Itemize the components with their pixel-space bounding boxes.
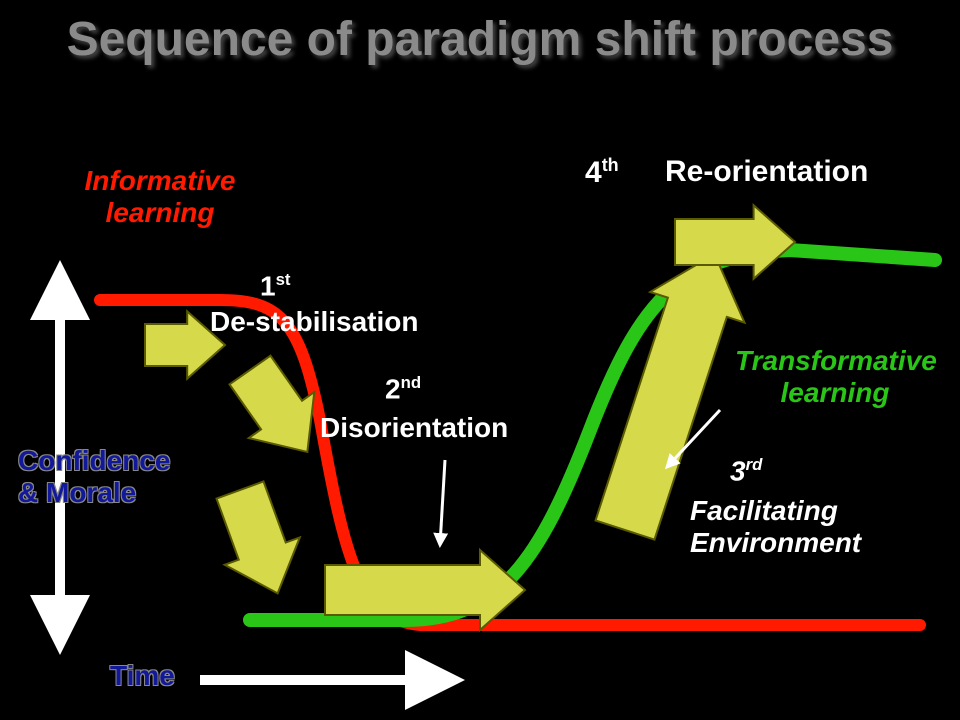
label-first_ord: 1st bbox=[260, 270, 291, 302]
label-first: De-stabilisation bbox=[210, 306, 418, 338]
label-informative: Informative learning bbox=[60, 165, 260, 229]
pointer-to-2nd bbox=[440, 460, 445, 545]
label-fourth: Re-orientation bbox=[665, 155, 868, 189]
stage-arrow-1st-to-2nd-b bbox=[202, 476, 315, 607]
diagram-stage: Sequence of paradigm shift process Infor… bbox=[0, 0, 960, 720]
label-third_ord: 3rd bbox=[730, 455, 762, 487]
label-fourth_ord: 4th bbox=[585, 155, 619, 190]
label-transformative: Transformative learning bbox=[735, 345, 935, 409]
label-y_axis: Confidence & Morale bbox=[18, 445, 170, 509]
label-second_ord: 2nd bbox=[385, 373, 421, 405]
label-third: Facilitating Environment bbox=[690, 495, 861, 559]
label-x_axis: Time bbox=[110, 660, 175, 692]
label-second: Disorientation bbox=[320, 412, 508, 444]
